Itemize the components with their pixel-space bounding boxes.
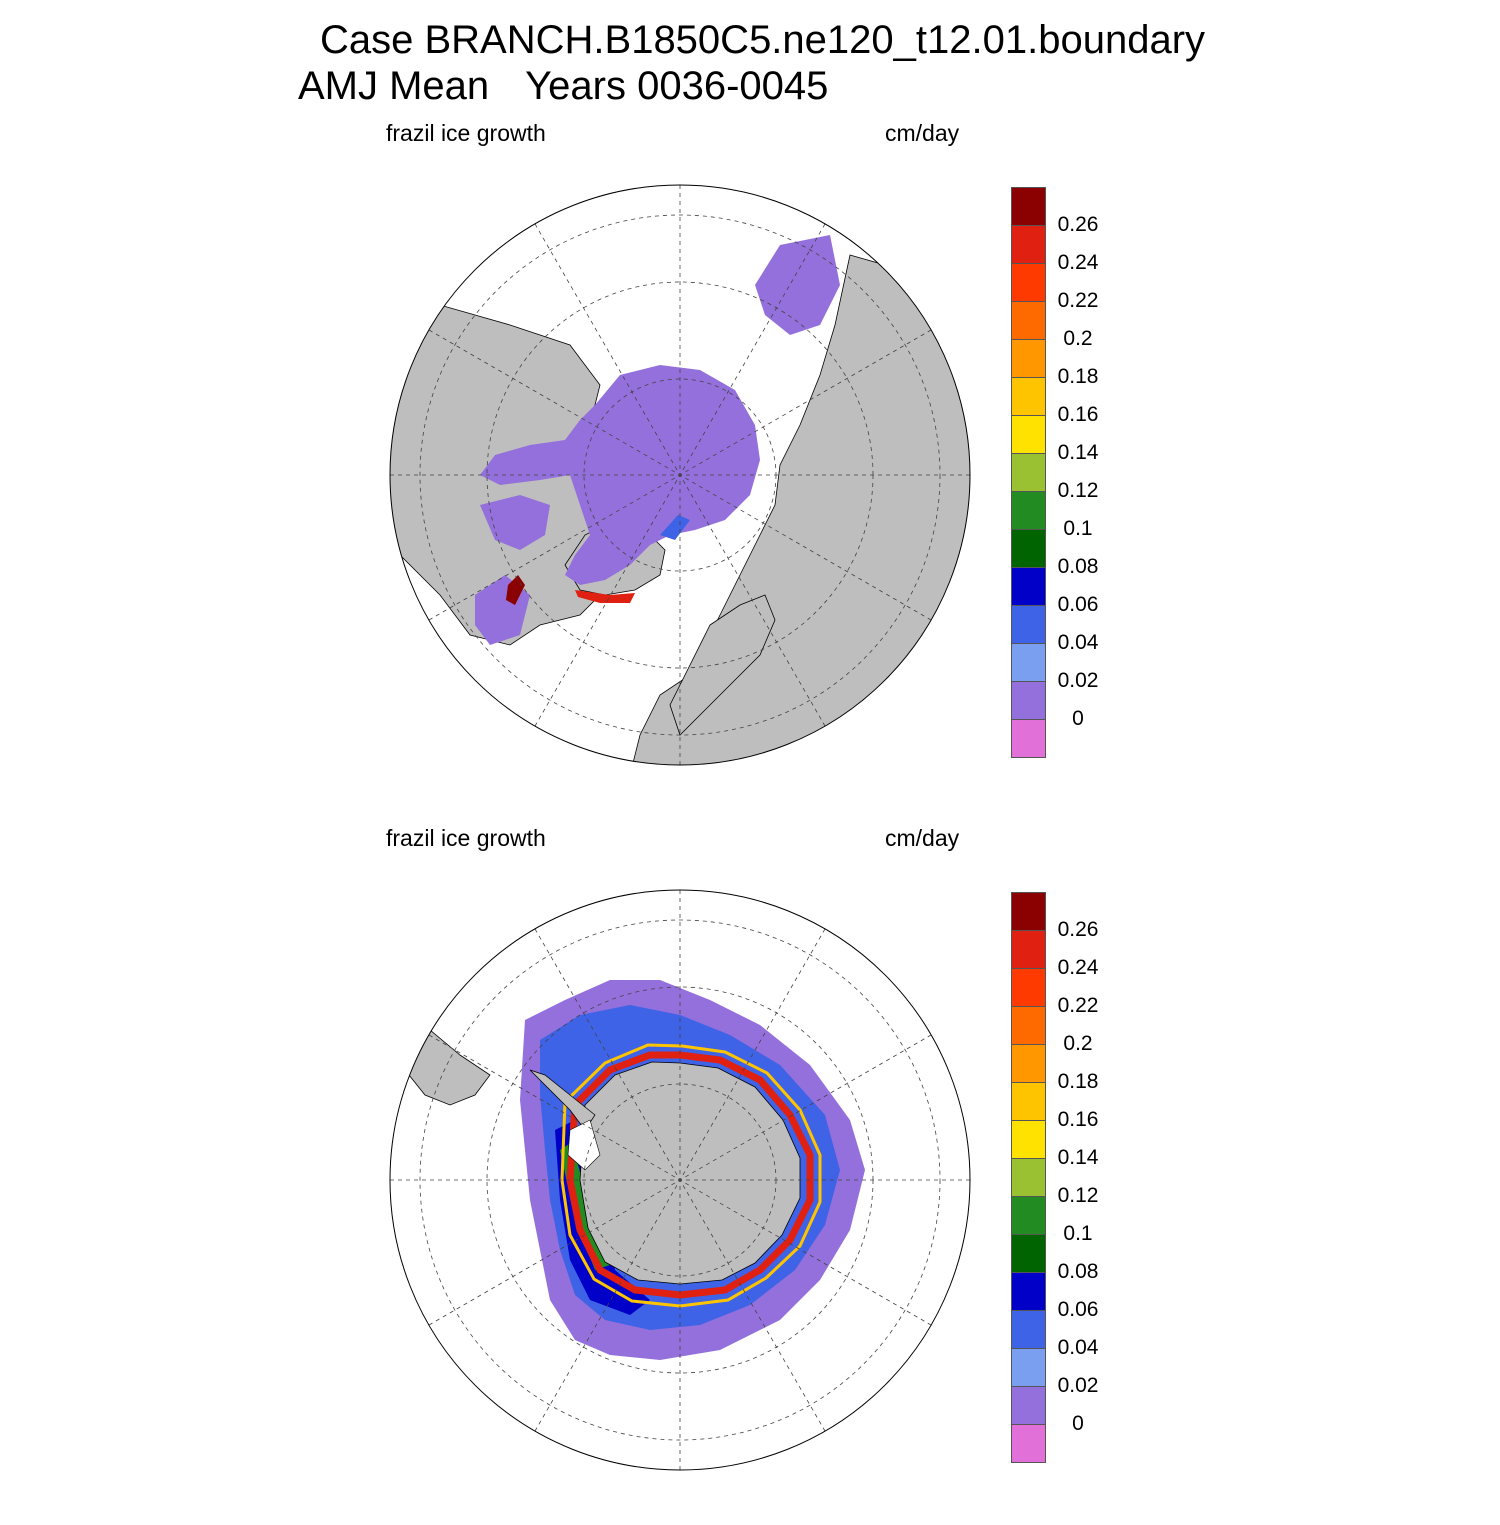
colorbar-swatch xyxy=(1011,529,1046,567)
colorbar-tick-label: 0.04 xyxy=(1057,1336,1099,1359)
land-antarctica xyxy=(579,1061,801,1285)
colorbar-tick-label: 0.22 xyxy=(1057,994,1099,1017)
units-label: cm/day xyxy=(885,120,960,146)
figure-title-case: Case BRANCH.B1850C5.ne120_t12.01.boundar… xyxy=(320,18,1206,62)
land-south-america xyxy=(404,1029,491,1106)
panel-north: frazil ice growth cm/day xyxy=(0,115,1500,820)
colorbar-tick-label: 0.08 xyxy=(1057,555,1099,578)
colorbar-tick-label: 0.14 xyxy=(1057,1146,1099,1169)
colorbar-swatch xyxy=(1011,1272,1046,1310)
colorbar-swatch xyxy=(1011,187,1046,225)
land-europe xyxy=(669,594,776,736)
high-growth-margin-inner xyxy=(560,1043,822,1308)
colorbar-tick-label: 0.18 xyxy=(1057,365,1099,388)
colorbar-tick-label: 0.06 xyxy=(1057,1298,1099,1321)
colorbar-swatch xyxy=(1011,1082,1046,1120)
colorbar-tick-label: 0.2 xyxy=(1063,1032,1093,1055)
colorbar-swatch xyxy=(1011,643,1046,681)
colorbar-tick-label: 0.24 xyxy=(1057,956,1099,979)
colorbar-swatch xyxy=(1011,605,1046,643)
variable-label: frazil ice growth xyxy=(386,120,546,146)
season-label: AMJ Mean xyxy=(298,64,490,108)
colorbar-swatch xyxy=(1011,1234,1046,1272)
colorbar-swatch xyxy=(1011,225,1046,263)
colorbar-swatch xyxy=(1011,1158,1046,1196)
colorbar-swatch xyxy=(1011,1348,1046,1386)
sea-ice-pacific xyxy=(755,235,840,335)
colorbar-tick-label: 0.16 xyxy=(1057,403,1099,426)
high-growth-labrador xyxy=(506,575,525,605)
colorbar-south xyxy=(1011,892,1046,1463)
sea-ice-arctic xyxy=(480,365,760,585)
colorbar-tick-label: 0.06 xyxy=(1057,593,1099,616)
colorbar-tick-label: 0.26 xyxy=(1057,213,1099,236)
colorbar-tick-label: 0 xyxy=(1072,1412,1084,1435)
colorbar-tick-label: 0.14 xyxy=(1057,441,1099,464)
colorbar-tick-label: 0 xyxy=(1072,707,1084,730)
colorbar-tick-label: 0.04 xyxy=(1057,631,1099,654)
colorbar-tick-label: 0.12 xyxy=(1057,479,1099,502)
high-growth-margin xyxy=(566,1051,814,1299)
colorbar-tick-label: 0.2 xyxy=(1063,327,1093,350)
colorbar-swatch xyxy=(1011,1120,1046,1158)
colorbar-swatch xyxy=(1011,263,1046,301)
colorbar-tick-label: 0.02 xyxy=(1057,669,1099,692)
colorbar-swatch xyxy=(1011,1044,1046,1082)
colorbar-swatch xyxy=(1011,1006,1046,1044)
colorbar-tick-label: 0.22 xyxy=(1057,289,1099,312)
colorbar-tick-label: 0.16 xyxy=(1057,1108,1099,1131)
mid-growth-fram xyxy=(660,515,690,540)
colorbar-swatch xyxy=(1011,339,1046,377)
colorbar-tick-label: 0.12 xyxy=(1057,1184,1099,1207)
high-growth-greenland xyxy=(575,590,635,603)
colorbar-swatch xyxy=(1011,301,1046,339)
south-polar-map xyxy=(389,889,971,1471)
colorbar-tick-label: 0.26 xyxy=(1057,918,1099,941)
colorbar-tick-label: 0.1 xyxy=(1063,1222,1093,1245)
years-label: Years 0036-0045 xyxy=(525,64,829,108)
colorbar-swatch xyxy=(1011,719,1046,758)
colorbar-swatch xyxy=(1011,681,1046,719)
colorbar-swatch xyxy=(1011,1196,1046,1234)
variable-label: frazil ice growth xyxy=(386,825,546,851)
colorbar-tick-label: 0.18 xyxy=(1057,1070,1099,1093)
colorbar-swatch xyxy=(1011,377,1046,415)
panel-south: frazil ice growth cm/day xyxy=(0,820,1500,1525)
colorbar-swatch xyxy=(1011,1386,1046,1424)
figure-title-period: AMJ Mean Years 0036-0045 xyxy=(298,64,828,109)
colorbar-north xyxy=(1011,187,1046,758)
north-polar-map xyxy=(389,184,971,766)
units-label: cm/day xyxy=(885,825,960,851)
sea-ice-hudson xyxy=(480,495,550,550)
colorbar-swatch xyxy=(1011,491,1046,529)
colorbar-swatch xyxy=(1011,930,1046,968)
colorbar-tick-label: 0.02 xyxy=(1057,1374,1099,1397)
colorbar-swatch xyxy=(1011,1310,1046,1348)
ice-shelf-weddell xyxy=(567,1119,601,1171)
colorbar-tick-label: 0.1 xyxy=(1063,517,1093,540)
colorbar-swatch xyxy=(1011,453,1046,491)
colorbar-swatch xyxy=(1011,567,1046,605)
colorbar-tick-label: 0.24 xyxy=(1057,251,1099,274)
colorbar-tick-label: 0.08 xyxy=(1057,1260,1099,1283)
colorbar-swatch xyxy=(1011,892,1046,930)
colorbar-swatch xyxy=(1011,415,1046,453)
colorbar-swatch xyxy=(1011,1424,1046,1463)
colorbar-swatch xyxy=(1011,968,1046,1006)
